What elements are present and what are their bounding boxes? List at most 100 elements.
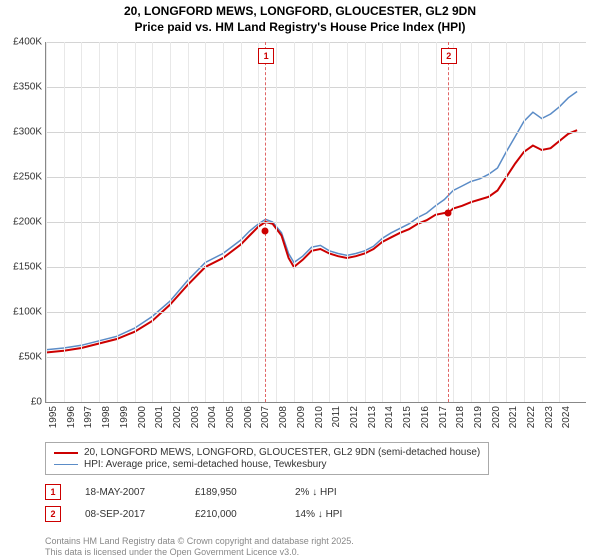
title-line2: Price paid vs. HM Land Registry's House … <box>0 20 600 36</box>
gridline-v <box>559 42 560 402</box>
xtick-label: 2002 <box>172 406 183 428</box>
ytick-label: £100K <box>0 307 42 318</box>
xtick-label: 2010 <box>314 406 325 428</box>
ytick-label: £400K <box>0 37 42 48</box>
gridline-v <box>46 42 47 402</box>
marker-dot-1 <box>262 228 269 235</box>
gridline-v <box>542 42 543 402</box>
xtick-label: 2000 <box>137 406 148 428</box>
gridline-v <box>382 42 383 402</box>
gridline-h <box>46 222 586 223</box>
gridline-v <box>64 42 65 402</box>
marker-line-2 <box>448 42 449 402</box>
legend-swatch-1 <box>54 464 78 465</box>
chart-container: 20, LONGFORD MEWS, LONGFORD, GLOUCESTER,… <box>0 0 600 560</box>
footer-line1: Contains HM Land Registry data © Crown c… <box>45 536 354 547</box>
xtick-label: 2007 <box>260 406 271 428</box>
legend-label-1: HPI: Average price, semi-detached house,… <box>84 459 327 470</box>
xtick-label: 2018 <box>455 406 466 428</box>
gridline-v <box>152 42 153 402</box>
event-price-2: £210,000 <box>195 509 295 520</box>
gridline-v <box>506 42 507 402</box>
footer: Contains HM Land Registry data © Crown c… <box>45 536 354 558</box>
event-marker-1: 1 <box>45 484 61 500</box>
xtick-label: 2008 <box>278 406 289 428</box>
xtick-label: 1999 <box>119 406 130 428</box>
gridline-v <box>223 42 224 402</box>
xtick-label: 2016 <box>420 406 431 428</box>
gridline-v <box>258 42 259 402</box>
xtick-label: 2015 <box>402 406 413 428</box>
gridline-v <box>81 42 82 402</box>
legend-item-hpi: HPI: Average price, semi-detached house,… <box>54 459 480 470</box>
gridline-v <box>471 42 472 402</box>
gridline-v <box>241 42 242 402</box>
ytick-label: £350K <box>0 82 42 93</box>
gridline-v <box>347 42 348 402</box>
legend-label-0: 20, LONGFORD MEWS, LONGFORD, GLOUCESTER,… <box>84 447 480 458</box>
events-table: 1 18-MAY-2007 £189,950 2% ↓ HPI 2 08-SEP… <box>45 484 342 528</box>
xtick-label: 2001 <box>154 406 165 428</box>
gridline-h <box>46 42 586 43</box>
xtick-label: 1997 <box>83 406 94 428</box>
gridline-h <box>46 312 586 313</box>
xtick-label: 2023 <box>544 406 555 428</box>
footer-line2: This data is licensed under the Open Gov… <box>45 547 354 558</box>
xtick-label: 2005 <box>225 406 236 428</box>
event-hpi-1: 2% ↓ HPI <box>295 487 337 498</box>
gridline-h <box>46 357 586 358</box>
xtick-label: 2011 <box>331 406 342 428</box>
xtick-label: 2003 <box>190 406 201 428</box>
gridline-v <box>135 42 136 402</box>
marker-dot-2 <box>444 210 451 217</box>
gridline-v <box>400 42 401 402</box>
xtick-label: 1995 <box>48 406 59 428</box>
gridline-v <box>117 42 118 402</box>
marker-box-1: 1 <box>258 48 274 64</box>
gridline-v <box>329 42 330 402</box>
ytick-label: £150K <box>0 262 42 273</box>
xtick-label: 1996 <box>66 406 77 428</box>
xtick-label: 2004 <box>207 406 218 428</box>
gridline-h <box>46 87 586 88</box>
xtick-label: 2013 <box>367 406 378 428</box>
gridline-v <box>170 42 171 402</box>
gridline-v <box>365 42 366 402</box>
ytick-label: £300K <box>0 127 42 138</box>
ytick-label: £50K <box>0 352 42 363</box>
event-hpi-2: 14% ↓ HPI <box>295 509 342 520</box>
title-line1: 20, LONGFORD MEWS, LONGFORD, GLOUCESTER,… <box>0 4 600 20</box>
gridline-v <box>436 42 437 402</box>
gridline-v <box>524 42 525 402</box>
gridline-v <box>312 42 313 402</box>
xtick-label: 2022 <box>526 406 537 428</box>
ytick-label: £200K <box>0 217 42 228</box>
legend-swatch-0 <box>54 452 78 454</box>
xtick-label: 2017 <box>438 406 449 428</box>
ytick-label: £0 <box>0 397 42 408</box>
gridline-v <box>205 42 206 402</box>
gridline-h <box>46 132 586 133</box>
gridline-v <box>188 42 189 402</box>
plot-area: 12 <box>45 42 586 403</box>
gridline-v <box>453 42 454 402</box>
xtick-label: 2014 <box>384 406 395 428</box>
gridline-v <box>418 42 419 402</box>
legend-item-price-paid: 20, LONGFORD MEWS, LONGFORD, GLOUCESTER,… <box>54 447 480 458</box>
event-row-1: 1 18-MAY-2007 £189,950 2% ↓ HPI <box>45 484 342 500</box>
xtick-label: 2009 <box>296 406 307 428</box>
chart-title: 20, LONGFORD MEWS, LONGFORD, GLOUCESTER,… <box>0 0 600 35</box>
xtick-label: 1998 <box>101 406 112 428</box>
xtick-label: 2020 <box>491 406 502 428</box>
event-row-2: 2 08-SEP-2017 £210,000 14% ↓ HPI <box>45 506 342 522</box>
event-date-2: 08-SEP-2017 <box>85 509 195 520</box>
event-marker-2: 2 <box>45 506 61 522</box>
xtick-label: 2019 <box>473 406 484 428</box>
marker-line-1 <box>265 42 266 402</box>
xtick-label: 2006 <box>243 406 254 428</box>
gridline-v <box>489 42 490 402</box>
gridline-h <box>46 267 586 268</box>
xtick-label: 2021 <box>508 406 519 428</box>
event-date-1: 18-MAY-2007 <box>85 487 195 498</box>
xtick-label: 2012 <box>349 406 360 428</box>
